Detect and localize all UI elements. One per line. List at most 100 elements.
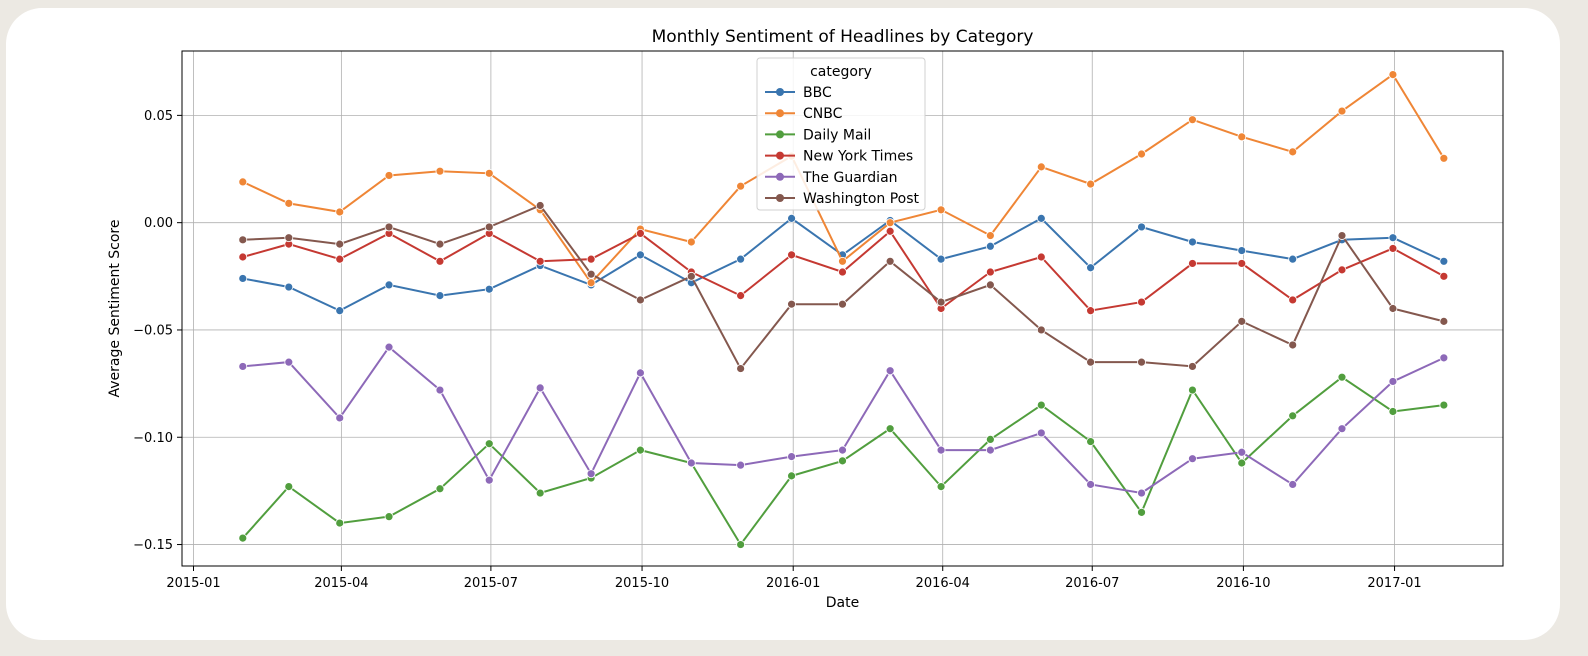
data-point-washington-post	[435, 239, 445, 249]
series-lines	[238, 70, 1449, 549]
data-point-washington-post	[1137, 357, 1146, 367]
data-point-cnbc	[1337, 106, 1347, 116]
data-point-bbc	[636, 250, 645, 260]
data-point-new-york-times	[586, 254, 596, 264]
data-point-new-york-times	[238, 252, 248, 262]
legend-label: The Guardian	[802, 170, 898, 186]
data-point-bbc	[1036, 213, 1046, 223]
data-point-washington-post	[284, 233, 294, 243]
data-point-daily-mail	[238, 533, 248, 543]
data-point-cnbc	[484, 168, 494, 178]
data-point-new-york-times	[1188, 259, 1197, 268]
x-tick-label: 2016-04	[916, 576, 970, 591]
data-point-cnbc	[1086, 179, 1095, 189]
legend-label: Daily Mail	[803, 127, 871, 143]
data-point-bbc	[1388, 233, 1398, 243]
data-point-bbc	[787, 213, 796, 223]
data-point-bbc	[435, 291, 445, 301]
data-point-daily-mail	[1137, 507, 1146, 517]
data-point-the-guardian	[985, 445, 995, 455]
data-point-bbc	[985, 241, 995, 251]
data-point-the-guardian	[435, 385, 445, 395]
data-point-daily-mail	[1288, 411, 1298, 421]
data-point-daily-mail	[936, 482, 946, 492]
data-point-new-york-times	[1137, 297, 1146, 307]
data-point-daily-mail	[1237, 458, 1247, 468]
data-point-washington-post	[1188, 362, 1197, 371]
x-axis: 2015-01 2015-04 2015-07 2015-10 2016-01 2016-…	[166, 566, 1422, 591]
y-axis: 0.05 0.00 −0.05 −0.10 −0.15	[133, 109, 182, 553]
data-point-cnbc	[586, 278, 596, 288]
x-tick-label: 2017-01	[1367, 576, 1421, 591]
data-point-washington-post	[1036, 325, 1046, 335]
data-point-washington-post	[885, 256, 895, 266]
legend-label: New York Times	[803, 149, 913, 165]
data-point-washington-post	[936, 297, 946, 307]
y-tick-label: −0.10	[133, 431, 173, 446]
data-point-cnbc	[1288, 147, 1298, 157]
data-point-the-guardian	[1036, 428, 1046, 438]
data-point-new-york-times	[1036, 252, 1046, 262]
data-point-the-guardian	[484, 475, 494, 485]
data-point-washington-post	[1388, 304, 1398, 313]
data-point-daily-mail	[736, 540, 746, 549]
data-point-new-york-times	[838, 267, 847, 277]
y-axis-title: Average Sentiment Score	[107, 220, 123, 398]
data-point-washington-post	[1337, 231, 1347, 240]
y-tick-label: 0.05	[144, 109, 173, 124]
data-point-cnbc	[335, 207, 345, 217]
data-point-cnbc	[838, 256, 847, 266]
data-point-the-guardian	[885, 366, 895, 376]
data-point-cnbc	[1439, 153, 1449, 163]
data-point-the-guardian	[736, 460, 746, 470]
x-tick-label: 2015-07	[464, 576, 518, 591]
data-point-cnbc	[384, 171, 394, 180]
data-point-cnbc	[1137, 149, 1146, 159]
data-point-daily-mail	[1388, 407, 1398, 416]
x-tick-label: 2015-01	[166, 576, 220, 591]
data-point-cnbc	[1188, 115, 1197, 125]
data-point-daily-mail	[838, 456, 847, 466]
data-point-the-guardian	[586, 469, 596, 479]
data-point-new-york-times	[1237, 259, 1247, 268]
data-point-cnbc	[1388, 70, 1398, 80]
data-point-bbc	[1188, 237, 1197, 247]
y-tick-label: −0.15	[133, 538, 173, 553]
legend-label: CNBC	[803, 106, 843, 122]
data-point-washington-post	[586, 269, 596, 279]
data-point-washington-post	[686, 271, 696, 281]
data-point-the-guardian	[284, 357, 294, 367]
data-point-daily-mail	[335, 518, 345, 528]
data-point-cnbc	[985, 231, 995, 240]
data-point-washington-post	[1288, 340, 1298, 350]
data-point-washington-post	[535, 201, 545, 210]
legend-marker	[776, 172, 784, 181]
data-point-new-york-times	[1288, 295, 1298, 305]
data-point-bbc	[484, 284, 494, 294]
data-point-bbc	[736, 254, 746, 264]
x-tick-label: 2015-04	[314, 576, 368, 591]
legend-marker	[776, 130, 784, 139]
data-point-daily-mail	[484, 439, 494, 449]
data-point-daily-mail	[284, 482, 294, 492]
data-point-new-york-times	[335, 254, 345, 264]
legend: category BBC CNBC Daily Mail New York Times…	[756, 57, 926, 211]
data-point-daily-mail	[1337, 372, 1347, 382]
data-point-daily-mail	[1188, 385, 1197, 395]
plot-frame	[181, 50, 1504, 567]
data-point-cnbc	[238, 177, 248, 187]
data-point-daily-mail	[384, 512, 394, 522]
data-point-new-york-times	[787, 250, 796, 260]
data-point-the-guardian	[335, 413, 345, 423]
legend-marker	[776, 194, 784, 202]
data-point-bbc	[1086, 263, 1095, 273]
data-point-new-york-times	[1439, 271, 1449, 281]
legend-label: Washington Post	[803, 191, 920, 207]
data-point-washington-post	[838, 299, 847, 309]
data-point-the-guardian	[535, 383, 545, 393]
data-point-bbc	[1288, 254, 1298, 264]
data-point-daily-mail	[535, 488, 545, 498]
data-point-cnbc	[284, 198, 294, 208]
data-point-bbc	[1439, 256, 1449, 266]
